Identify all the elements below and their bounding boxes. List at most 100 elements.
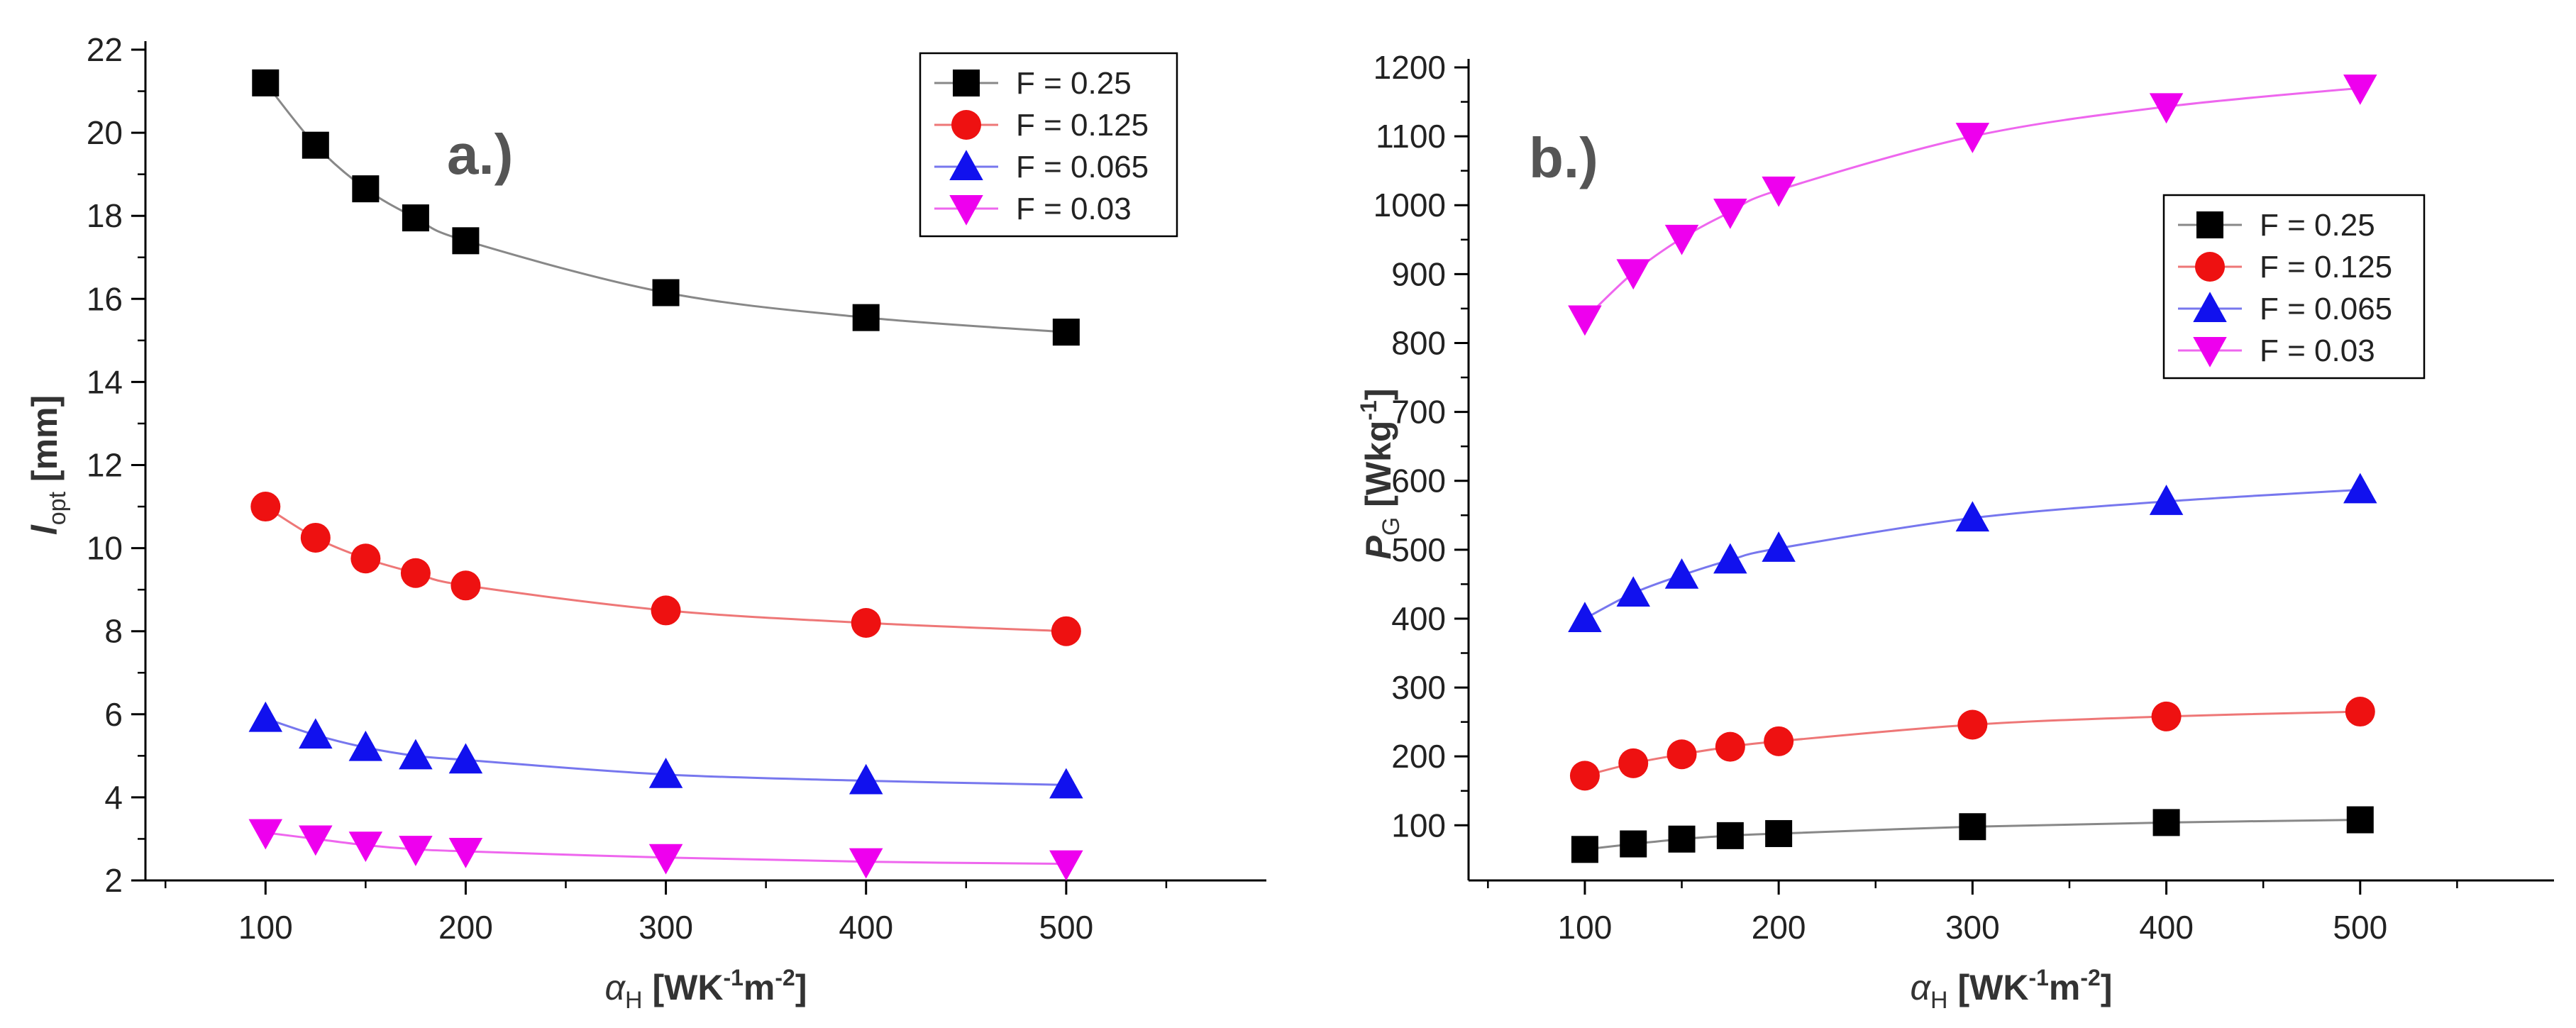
- legend: F = 0.25 F = 0.125 F = 0.065 F = 0.03: [2162, 194, 2426, 380]
- data-point: [848, 763, 883, 795]
- y-tick-label: 1200: [1373, 49, 1446, 86]
- data-point: [1571, 836, 1598, 863]
- data-point: [852, 304, 880, 331]
- data-point: [848, 848, 883, 879]
- data-point: [1762, 531, 1796, 562]
- data-point: [1618, 748, 1649, 778]
- data-point: [1762, 176, 1796, 207]
- y-tick-label: 500: [1391, 531, 1446, 568]
- series-f-0-125: [250, 492, 1081, 646]
- y-tick-label: 300: [1391, 669, 1446, 706]
- x-tick-label: 200: [1752, 909, 1806, 946]
- panel-label: a.): [447, 123, 513, 186]
- data-point: [2343, 74, 2377, 105]
- series-line: [265, 717, 1066, 786]
- data-point: [1666, 739, 1697, 770]
- legend-marker: [2193, 337, 2227, 367]
- y-axis-title: lopt [mm]: [25, 395, 71, 535]
- data-point: [1764, 726, 1794, 756]
- data-point: [1620, 830, 1647, 858]
- y-tick-label: 100: [1391, 807, 1446, 844]
- legend-marker: [949, 150, 983, 180]
- y-tick-label: 6: [104, 696, 123, 733]
- data-point: [1664, 558, 1699, 589]
- data-point: [250, 492, 281, 522]
- legend-marker: [2193, 292, 2227, 322]
- data-point: [1568, 305, 1602, 336]
- data-point: [2149, 485, 2184, 515]
- data-point: [450, 570, 481, 601]
- data-point: [302, 131, 329, 159]
- x-tick-label: 300: [639, 909, 693, 946]
- data-point: [2345, 697, 2375, 727]
- y-tick-label: 800: [1391, 324, 1446, 361]
- y-tick-label: 20: [87, 114, 123, 151]
- legend-label: F = 0.03: [2260, 333, 2375, 368]
- data-point: [2151, 701, 2182, 731]
- chart-panel-a: 2 4 6 8 10 12 14 16 18 20 22 100 200 300 400 500 a.) F = …: [25, 31, 1266, 1014]
- y-axis-title: PG [Wkg-1]: [1356, 388, 1405, 559]
- data-point: [648, 757, 683, 788]
- data-point: [399, 739, 433, 770]
- data-point: [1664, 224, 1699, 255]
- data-point: [252, 69, 280, 96]
- data-point: [1955, 123, 1990, 153]
- y-tick-label: 600: [1391, 463, 1446, 499]
- data-point: [300, 522, 331, 553]
- legend-label: F = 0.125: [1016, 108, 1149, 143]
- data-point: [648, 844, 683, 875]
- x-tick-label: 300: [1945, 909, 2000, 946]
- y-tick-label: 1100: [1376, 118, 1446, 155]
- data-point: [1716, 822, 1744, 849]
- data-point: [248, 701, 283, 732]
- chart-panel-b: 100 200 300 400 500 600 700 800 900 1000 1100 1200 1…: [1356, 49, 2554, 1014]
- legend-marker: [2196, 211, 2223, 238]
- data-point: [1051, 616, 1081, 646]
- data-point: [352, 175, 380, 203]
- data-point: [299, 718, 333, 749]
- series-f-0-25: [252, 69, 1080, 346]
- x-tick-label: 400: [2139, 909, 2194, 946]
- data-point: [402, 204, 429, 232]
- data-point: [652, 279, 680, 306]
- data-point: [1715, 731, 1745, 762]
- y-tick-label: 4: [104, 779, 123, 816]
- series-line: [265, 831, 1066, 866]
- legend-marker: [949, 195, 983, 226]
- legend-label: F = 0.25: [2260, 208, 2375, 243]
- legend: F = 0.25 F = 0.125 F = 0.065 F = 0.03: [919, 52, 1178, 238]
- series-f-0-065: [1568, 472, 2377, 632]
- series-f-0-065: [248, 701, 1083, 799]
- legend-label: F = 0.25: [1016, 66, 1132, 101]
- data-point: [1957, 709, 1988, 740]
- data-point: [1049, 768, 1083, 799]
- y-tick-label: 400: [1391, 600, 1446, 637]
- series-f-0-25: [1571, 806, 2374, 863]
- legend-label: F = 0.03: [1016, 192, 1132, 226]
- data-point: [1616, 259, 1650, 290]
- x-axis-title: αH [WK-1m-2]: [605, 965, 807, 1014]
- data-point: [1713, 543, 1747, 574]
- data-point: [851, 607, 881, 638]
- series-f-0-125: [1569, 697, 2375, 791]
- data-point: [1668, 825, 1696, 853]
- y-tick-label: 200: [1391, 738, 1446, 775]
- x-tick-label: 400: [839, 909, 893, 946]
- data-point: [1616, 576, 1650, 607]
- x-tick-label: 500: [2333, 909, 2387, 946]
- y-tick-label: 700: [1391, 394, 1446, 431]
- data-point: [448, 838, 483, 868]
- data-point: [1959, 813, 1986, 841]
- x-axis-title: αH [WK-1m-2]: [1911, 965, 2113, 1014]
- data-point: [2346, 806, 2374, 834]
- y-tick-label: 16: [87, 280, 123, 317]
- x-tick-label: 500: [1039, 909, 1093, 946]
- y-tick-label: 22: [87, 31, 123, 68]
- y-tick-label: 10: [87, 530, 123, 567]
- series-f-0-03: [248, 819, 1083, 881]
- series-f-0-03: [1568, 74, 2377, 336]
- data-point: [1049, 850, 1083, 881]
- legend-marker: [2195, 252, 2225, 282]
- y-tick-label: 18: [87, 197, 123, 234]
